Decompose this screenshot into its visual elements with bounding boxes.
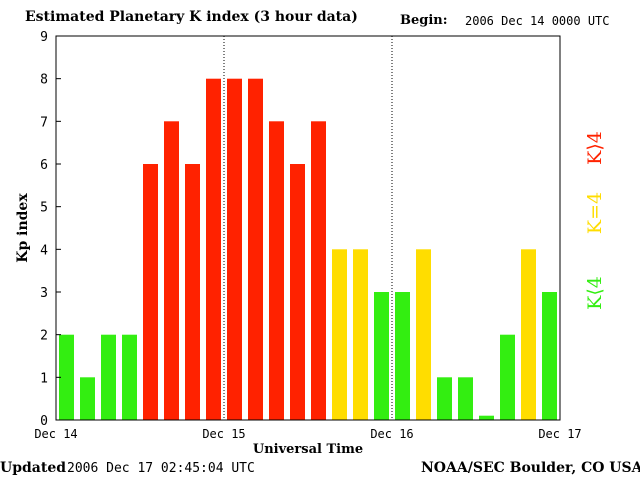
kp-bar: [143, 164, 158, 420]
y-ticks: 0 1 2 3 4 5 6 7 8 9: [40, 30, 61, 429]
begin-label: Begin:: [400, 13, 448, 28]
legend-mid: K=4: [584, 192, 606, 234]
x-tick-label: Dec 17: [538, 427, 581, 441]
chart-title: Estimated Planetary K index (3 hour data…: [25, 9, 358, 25]
kp-bar: [500, 334, 515, 420]
kp-bar: [353, 249, 368, 420]
kp-bar: [542, 292, 557, 420]
x-tick-label: Dec 15: [202, 427, 245, 441]
kp-bar: [185, 164, 200, 420]
x-tick-label: Dec 14: [34, 427, 77, 441]
kp-bar: [395, 292, 410, 420]
y-tick-label: 4: [40, 243, 48, 258]
y-axis-label: Kp index: [15, 193, 31, 263]
y-tick-label: 1: [40, 371, 48, 386]
kp-bar: [290, 164, 305, 420]
source-label: NOAA/SEC Boulder, CO USA: [421, 460, 640, 476]
kp-bar: [479, 415, 494, 420]
bars-layer: [59, 78, 557, 421]
y-tick-label: 8: [40, 73, 48, 88]
y-tick-label: 6: [40, 158, 48, 173]
kp-bar: [59, 334, 74, 420]
y-tick-label: 5: [40, 201, 48, 216]
kp-bar: [164, 121, 179, 421]
kp-bar: [227, 78, 242, 420]
kp-bar: [416, 249, 431, 420]
plot-frame: [55, 35, 561, 421]
x-axis-label: Universal Time: [253, 442, 363, 457]
kp-bar: [122, 334, 137, 420]
updated-label: Updated: [0, 460, 67, 476]
kp-bar: [437, 377, 452, 420]
kp-bar: [101, 334, 116, 420]
kp-bar: [311, 121, 326, 421]
kp-bar: [374, 292, 389, 420]
kp-bar: [332, 249, 347, 420]
day-separators: [223, 36, 393, 420]
kp-bar: [521, 249, 536, 420]
x-tick-label: Dec 16: [370, 427, 413, 441]
begin-value: 2006 Dec 14 0000 UTC: [465, 14, 610, 28]
kp-bar: [80, 377, 95, 420]
kp-bar: [248, 78, 263, 420]
y-tick-label: 2: [40, 329, 48, 344]
updated-value: 2006 Dec 17 02:45:04 UTC: [67, 461, 255, 476]
kp-bar: [458, 377, 473, 420]
x-ticks: Dec 14 Dec 15 Dec 16 Dec 17: [34, 427, 581, 441]
y-tick-label: 7: [40, 115, 48, 130]
y-tick-label: 0: [40, 414, 48, 429]
y-tick-label: 3: [40, 286, 48, 301]
kp-bar: [269, 121, 284, 421]
kp-bar: [206, 78, 221, 420]
y-tick-label: 9: [40, 30, 48, 45]
legend-low: K⟨4: [584, 276, 606, 310]
legend-high: K⟩4: [584, 131, 606, 165]
